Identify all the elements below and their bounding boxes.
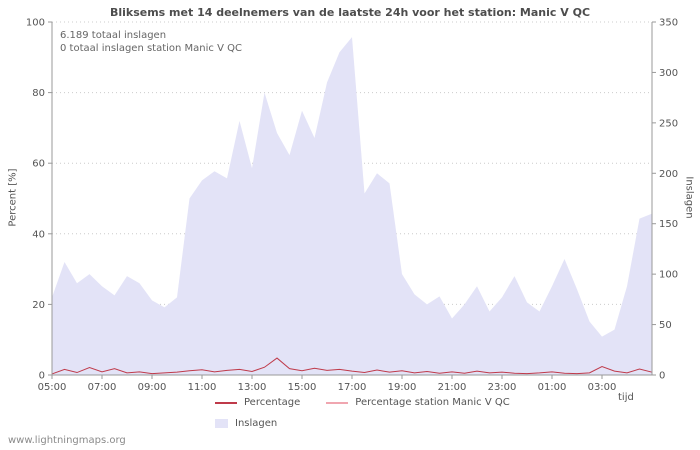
legend-item-percentage: Percentage: [215, 397, 300, 408]
percentage-station-line-swatch: [326, 401, 349, 404]
svg-text:50: 50: [659, 320, 672, 331]
svg-text:09:00: 09:00: [138, 382, 167, 393]
svg-text:80: 80: [32, 88, 45, 99]
legend-row-2: Inslagen: [215, 413, 536, 434]
svg-text:01:00: 01:00: [538, 382, 567, 393]
svg-text:17:00: 17:00: [338, 382, 367, 393]
svg-text:0: 0: [39, 371, 45, 382]
svg-text:100: 100: [659, 270, 678, 281]
svg-text:20: 20: [32, 300, 45, 311]
svg-text:100: 100: [26, 18, 45, 29]
svg-text:07:00: 07:00: [88, 382, 117, 393]
legend-item-inslagen: Inslagen: [215, 418, 277, 429]
svg-text:40: 40: [32, 229, 45, 240]
legend-label-percentage-station: Percentage station Manic V QC: [355, 397, 510, 408]
svg-text:03:00: 03:00: [588, 382, 617, 393]
right-axis-label: Inslagen: [683, 176, 695, 219]
legend-row-1: Percentage Percentage station Manic V QC: [215, 392, 536, 413]
svg-text:0: 0: [659, 371, 665, 382]
legend-item-percentage-station: Percentage station Manic V QC: [326, 397, 510, 408]
svg-text:19:00: 19:00: [388, 382, 417, 393]
svg-text:11:00: 11:00: [188, 382, 217, 393]
legend-label-inslagen: Inslagen: [235, 418, 278, 429]
svg-text:200: 200: [659, 169, 678, 180]
footer-link[interactable]: www.lightningmaps.org: [8, 435, 126, 446]
left-axis-label: Percent [%]: [7, 168, 19, 227]
x-axis-label: tijd: [618, 392, 634, 403]
annotation-total-strikes: 6.189 totaal inslagen: [60, 30, 167, 41]
percentage-line-swatch: [215, 401, 237, 404]
svg-text:21:00: 21:00: [438, 382, 467, 393]
svg-text:350: 350: [659, 18, 678, 29]
svg-text:15:00: 15:00: [288, 382, 317, 393]
svg-text:300: 300: [659, 68, 678, 79]
svg-text:60: 60: [32, 159, 45, 170]
annotation-station-strikes: 0 totaal inslagen station Manic V QC: [60, 43, 242, 54]
legend-label-percentage: Percentage: [244, 397, 301, 408]
svg-text:23:00: 23:00: [488, 382, 517, 393]
svg-text:13:00: 13:00: [238, 382, 267, 393]
svg-text:05:00: 05:00: [38, 382, 67, 393]
inslagen-area-swatch: [215, 419, 228, 428]
svg-text:250: 250: [659, 118, 678, 129]
legend: Percentage Percentage station Manic V QC…: [215, 392, 536, 434]
svg-text:150: 150: [659, 219, 678, 230]
chart-title: Bliksems met 14 deelnemers van de laatst…: [109, 6, 591, 19]
